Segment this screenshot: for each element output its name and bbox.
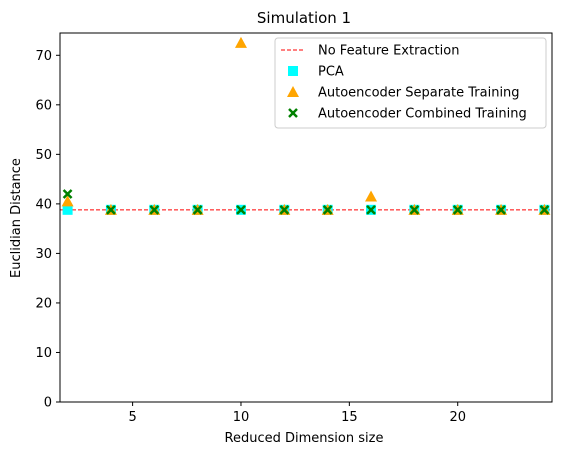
axes-frame — [59, 32, 553, 403]
x-stroke-b — [62, 189, 73, 199]
x-tick-label-0: 5 — [128, 410, 136, 425]
legend: No Feature Extraction PCA Autoencoder Sepa… — [274, 37, 547, 129]
series-0-point-0 — [62, 204, 73, 215]
x-stroke-b — [366, 204, 376, 215]
series-2-point-6 — [322, 204, 333, 215]
series-2-point-11 — [539, 204, 550, 215]
x-stroke-b — [409, 204, 420, 215]
series-1-point-7 — [365, 190, 378, 202]
x-stroke-b — [496, 204, 506, 215]
legend-label-0: No Feature Extraction — [318, 44, 459, 59]
plot-area: 5 10 15 20 0 10 20 30 40 50 60 70 — [35, 32, 553, 425]
x-stroke-b — [106, 204, 116, 215]
y-tick-label-0: 0 — [44, 396, 52, 411]
series-2-point-1 — [106, 204, 116, 215]
series-1-point-4 — [234, 36, 247, 48]
series-2-point-4 — [236, 204, 246, 215]
legend-swatch-1 — [288, 66, 298, 76]
x-tick-label-1: 10 — [233, 410, 250, 425]
legend-swatch-2 — [287, 86, 299, 97]
x-stroke-b — [149, 204, 160, 215]
series-1-point-0 — [61, 195, 74, 207]
series-2-point-5 — [279, 204, 290, 215]
legend-box — [274, 37, 547, 129]
series-2-point-2 — [149, 204, 160, 215]
x-stroke-b — [288, 108, 298, 118]
x-stroke-b — [452, 204, 463, 215]
y-tick-label-6: 60 — [35, 98, 52, 113]
series-2-point-3 — [192, 204, 203, 215]
y-tick-label-1: 10 — [35, 346, 52, 361]
x-axis-label: Reduced Dimension size — [225, 431, 384, 446]
x-stroke-b — [279, 204, 290, 215]
y-axis-label: Euclidian Distance — [9, 158, 24, 278]
x-stroke-b — [236, 204, 246, 215]
series-2-point-7 — [366, 204, 376, 215]
chart-title: Simulation 1 — [257, 9, 351, 27]
x-stroke-b — [192, 204, 203, 215]
y-tick-label-7: 70 — [35, 49, 52, 64]
y-tick-label-5: 50 — [35, 148, 52, 163]
y-tick-label-4: 40 — [35, 197, 52, 212]
x-stroke-b — [539, 204, 550, 215]
series-2-point-9 — [452, 204, 463, 215]
y-tick-label-2: 20 — [35, 296, 52, 311]
legend-swatch-3 — [288, 108, 298, 118]
series-2-point-10 — [496, 204, 506, 215]
legend-label-1: PCA — [318, 65, 344, 80]
series-2-point-8 — [409, 204, 420, 215]
y-tick-label-3: 30 — [35, 247, 52, 262]
x-tick-label-3: 20 — [449, 410, 466, 425]
x-tick-label-2: 15 — [341, 410, 358, 425]
series-2-point-0 — [62, 189, 73, 199]
legend-label-3: Autoencoder Combined Training — [318, 107, 527, 122]
legend-label-2: Autoencoder Separate Training — [318, 86, 520, 101]
x-stroke-b — [322, 204, 333, 215]
